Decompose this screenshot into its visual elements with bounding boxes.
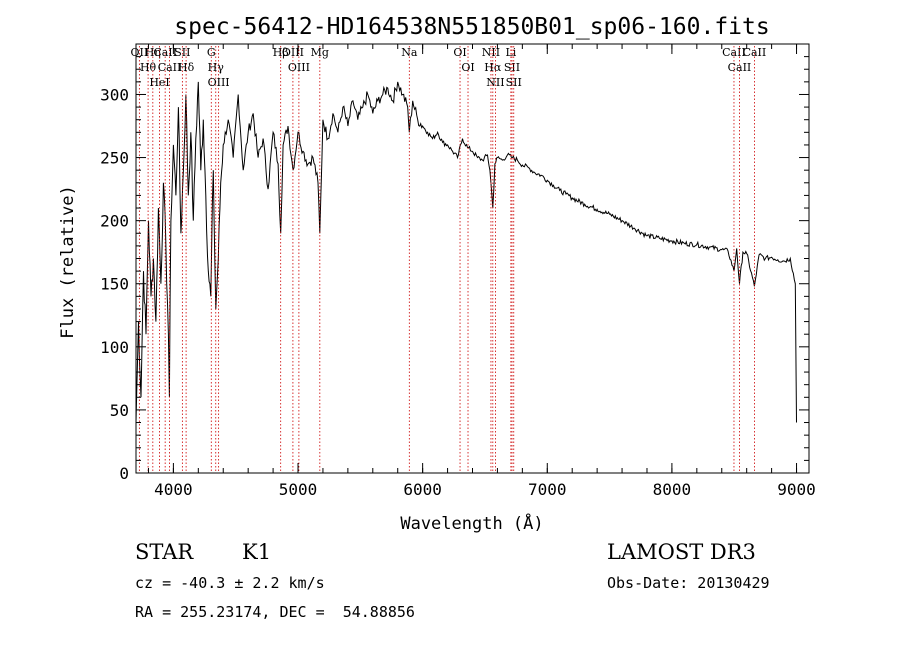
observation-date: Obs-Date: 20130429 <box>607 574 770 592</box>
line-label: OI <box>461 61 474 74</box>
line-label: CaII <box>728 61 752 74</box>
line-label: NII <box>482 46 500 59</box>
line-label: NII <box>486 76 504 89</box>
y-tick-label: 300 <box>100 85 129 104</box>
line-label: Na <box>401 46 418 59</box>
coordinates: RA = 255.23174, DEC = 54.88856 <box>135 603 415 621</box>
line-label: CaII <box>722 46 746 59</box>
y-tick-label: 0 <box>119 464 129 483</box>
x-axis-label: Wavelength (Å) <box>400 512 543 534</box>
y-axis-label: Flux (relative) <box>58 185 78 339</box>
line-label: Hη <box>145 46 161 59</box>
y-tick-label: 50 <box>110 401 129 420</box>
line-label: OIII <box>282 46 304 59</box>
line-label: HeI <box>149 76 169 89</box>
line-label: Hα <box>484 61 502 74</box>
spectral-line-markers: OIIHθHηHeICaIICaIISIIHδGHγOIIIHβOIIIOIII… <box>131 46 767 473</box>
survey-name: LAMOST DR3 <box>607 540 756 564</box>
x-tick-label: 9000 <box>777 480 816 499</box>
line-label: CaII <box>158 61 182 74</box>
object-subclass: K1 <box>242 540 272 564</box>
chart-title: spec-56412-HD164538N551850B01_sp06-160.f… <box>174 14 769 40</box>
line-label: Hθ <box>140 61 157 74</box>
line-label: Hδ <box>178 61 195 74</box>
line-label: CaII <box>153 46 177 59</box>
y-tick-label: 250 <box>100 149 129 168</box>
line-label: Hβ <box>273 46 289 59</box>
line-label: CaII <box>743 46 767 59</box>
y-tick-label: 100 <box>100 338 129 357</box>
line-label: Li <box>505 46 516 59</box>
line-label: OIII <box>288 61 310 74</box>
x-tick-label: 7000 <box>528 480 567 499</box>
line-label: Mg <box>311 46 329 59</box>
line-label: G <box>207 46 216 59</box>
line-label: Hγ <box>208 61 225 74</box>
x-tick-label: 8000 <box>653 480 692 499</box>
line-label: SII <box>506 76 522 89</box>
line-label: SII <box>504 61 520 74</box>
line-label: OI <box>453 46 466 59</box>
y-tick-label: 200 <box>100 212 129 231</box>
axes: 4000 5000 6000 7000 8000 9000 0 50 100 150 200 250 3… <box>100 43 816 499</box>
y-tick-label: 150 <box>100 275 129 294</box>
redshift-velocity: cz = -40.3 ± 2.2 km/s <box>135 574 325 592</box>
line-label: OII <box>131 46 149 59</box>
x-tick-label: 4000 <box>154 480 193 499</box>
plot-area <box>135 81 797 423</box>
line-label: OIII <box>208 76 230 89</box>
x-tick-label: 6000 <box>403 480 442 499</box>
line-label: SII <box>174 46 190 59</box>
object-class: STAR <box>135 540 194 564</box>
x-tick-label: 5000 <box>279 480 318 499</box>
spectrum-line <box>135 81 797 423</box>
